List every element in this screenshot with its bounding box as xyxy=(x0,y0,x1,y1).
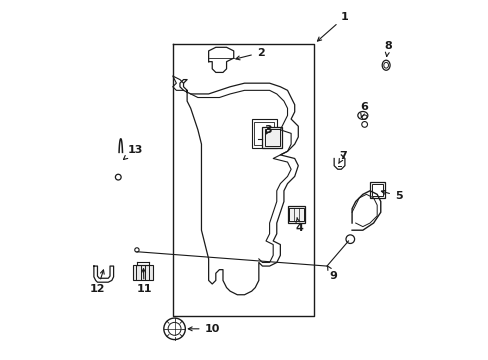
Bar xyxy=(262,127,282,148)
Text: 5: 5 xyxy=(381,190,402,201)
Bar xyxy=(254,122,274,145)
Bar xyxy=(289,208,303,221)
Text: 9: 9 xyxy=(327,266,337,281)
Text: 12: 12 xyxy=(89,270,105,294)
Bar xyxy=(371,184,383,196)
Text: 4: 4 xyxy=(294,217,303,233)
Text: 13: 13 xyxy=(123,144,142,159)
Bar xyxy=(287,206,305,223)
Text: 11: 11 xyxy=(136,269,152,294)
Bar xyxy=(264,129,280,145)
Text: 10: 10 xyxy=(188,324,220,334)
Text: 1: 1 xyxy=(317,12,348,41)
Text: 6: 6 xyxy=(360,102,368,117)
Bar xyxy=(369,182,384,198)
Text: 2: 2 xyxy=(235,48,264,60)
Text: 7: 7 xyxy=(338,150,346,163)
Bar xyxy=(133,265,153,280)
Bar xyxy=(251,119,276,148)
Text: 3: 3 xyxy=(264,125,272,135)
Text: 8: 8 xyxy=(384,41,391,57)
